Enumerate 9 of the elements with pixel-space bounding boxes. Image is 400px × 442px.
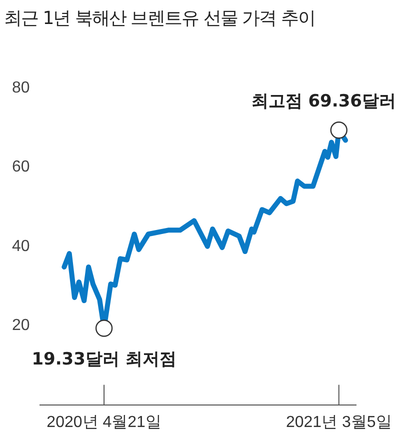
chart-title: 최근 1년 북해산 브렌트유 선물 가격 추이 (3, 7, 316, 31)
y-tick-label: 60 (12, 158, 30, 176)
y-tick-label: 80 (12, 79, 30, 96)
y-tick-label: 20 (12, 317, 30, 334)
y-tick-label: 40 (12, 238, 30, 255)
annotation: 19.33달러 최저점 (32, 350, 176, 370)
x-tick-label: 2020년 4월21일 (46, 414, 162, 431)
x-tick-label: 2021년 3월5일 (286, 414, 392, 431)
annotation: 최고점 69.36달러 (251, 92, 396, 112)
